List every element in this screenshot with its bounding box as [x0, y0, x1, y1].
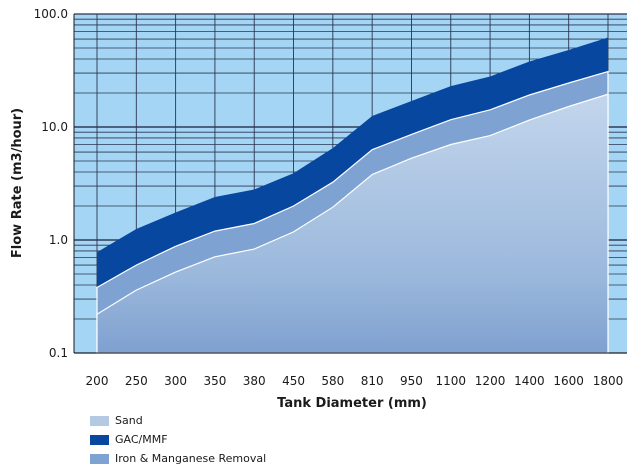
tick-labels: 200 250 300 350 380 450 580 810 950 1100 1200 1400 1… [34, 7, 624, 388]
y-tick-label: 0.1 [49, 346, 68, 360]
x-tick-label: 810 [361, 374, 384, 388]
x-tick-label: 300 [164, 374, 187, 388]
area-series [96, 37, 609, 354]
x-tick-label: 1400 [514, 374, 545, 388]
legend: Sand GAC/MMF Iron & Manganese Removal [90, 411, 266, 468]
x-tick-label: 380 [243, 374, 266, 388]
legend-swatch-iron-manganese [90, 453, 109, 464]
x-tick-label: 950 [400, 374, 423, 388]
y-axis-title: Flow Rate (m3/hour) [10, 108, 25, 258]
legend-item-gac-mmf: GAC/MMF [90, 430, 266, 449]
area-sand [96, 93, 609, 354]
y-tick-label: 10.0 [41, 120, 68, 134]
x-axis-title: Tank Diameter (mm) [277, 396, 427, 411]
legend-label-gac-mmf: GAC/MMF [115, 433, 168, 446]
legend-swatch-gac-mmf [90, 434, 109, 445]
x-tick-label: 450 [282, 374, 305, 388]
legend-item-sand: Sand [90, 411, 266, 430]
y-tick-label: 1.0 [49, 233, 68, 247]
x-tick-label: 1100 [435, 374, 466, 388]
x-tick-label: 250 [125, 374, 148, 388]
x-tick-label: 1600 [553, 374, 584, 388]
legend-label-iron-manganese: Iron & Manganese Removal [115, 452, 267, 465]
x-tick-label: 1200 [475, 374, 506, 388]
y-tick-label: 100.0 [34, 7, 68, 21]
x-tick-label: 580 [321, 374, 344, 388]
legend-item-iron-manganese: Iron & Manganese Removal [90, 449, 266, 468]
legend-label-sand: Sand [115, 414, 143, 427]
axes [73, 14, 627, 354]
x-tick-label: 200 [86, 374, 109, 388]
legend-swatch-sand [90, 415, 109, 426]
x-tick-label: 1800 [593, 374, 624, 388]
x-tick-label: 350 [203, 374, 226, 388]
